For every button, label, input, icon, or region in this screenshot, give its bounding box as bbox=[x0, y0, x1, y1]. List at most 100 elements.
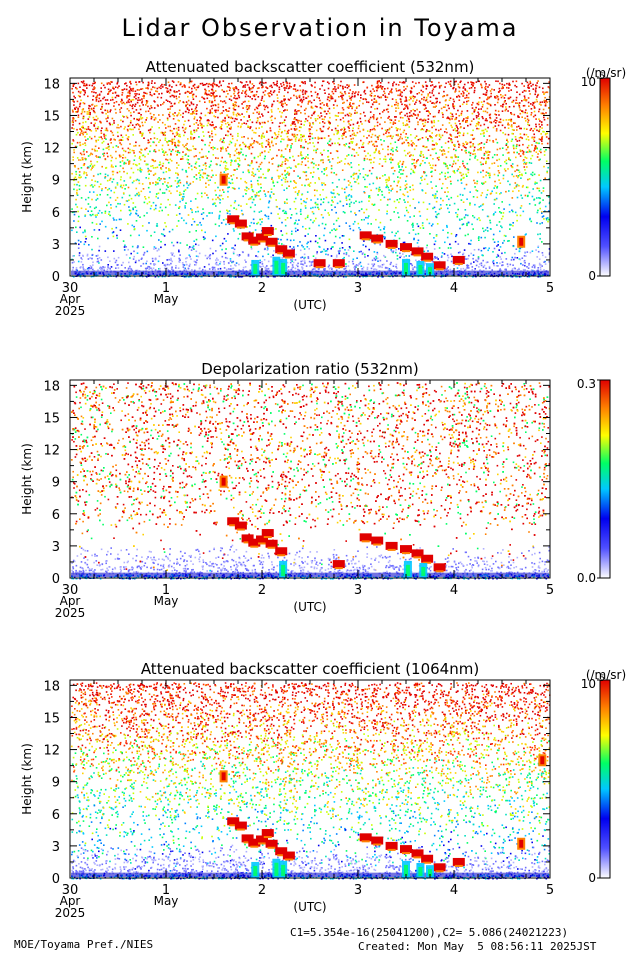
cloud-mark bbox=[234, 821, 247, 830]
noise-field bbox=[71, 382, 551, 578]
colorbar-min-label: 0 bbox=[588, 871, 596, 885]
cloud-edge-mark bbox=[229, 222, 238, 225]
cloud-mark bbox=[248, 838, 261, 847]
aloft-core-mark bbox=[221, 477, 226, 486]
cloud-mark bbox=[433, 563, 446, 572]
y-tick-label: 0 bbox=[52, 270, 60, 285]
cloud-mark bbox=[421, 252, 434, 261]
x-tick-label: 5 bbox=[546, 883, 554, 898]
precip-core-mark bbox=[428, 869, 432, 876]
cloud-mark bbox=[400, 845, 412, 854]
cloud-edge-mark bbox=[229, 824, 238, 827]
colorbar-max-exponent: -5 bbox=[596, 674, 605, 684]
cloud-edge-mark bbox=[243, 541, 252, 544]
cloud-mark bbox=[371, 836, 384, 845]
y-tick-label: 12 bbox=[43, 444, 60, 459]
x-tick-label: 1 bbox=[162, 883, 170, 898]
precip-core-mark bbox=[404, 864, 408, 876]
cloud-mark bbox=[241, 834, 254, 843]
cloud-edge-mark bbox=[387, 848, 396, 851]
panel-title: Attenuated backscatter coefficient (1064… bbox=[141, 660, 479, 678]
y-tick-label: 15 bbox=[43, 411, 60, 426]
y-axis-label: Height (km) bbox=[20, 141, 34, 212]
x-tick-label: 2 bbox=[258, 883, 266, 898]
x-tick-label: 3 bbox=[354, 883, 362, 898]
noise-field bbox=[71, 80, 551, 276]
cloud-edge-mark bbox=[413, 254, 422, 257]
cloud-edge-mark bbox=[413, 856, 422, 859]
colorbar: 0.3 0.0 bbox=[577, 377, 611, 585]
y-tick-label: 18 bbox=[43, 379, 60, 394]
colorbar-max-label: 10 bbox=[581, 75, 596, 89]
panel-title: Depolarization ratio (532nm) bbox=[201, 360, 419, 378]
cloud-mark bbox=[385, 841, 398, 850]
cloud-mark bbox=[371, 536, 384, 545]
cloud-mark bbox=[248, 236, 261, 245]
cloud-mark bbox=[433, 863, 446, 872]
year-label: 2025 bbox=[55, 304, 86, 318]
cloud-mark bbox=[452, 857, 465, 866]
x-tick-label: 3 bbox=[354, 583, 362, 598]
cloud-edge-mark bbox=[243, 841, 252, 844]
y-tick-label: 18 bbox=[43, 77, 60, 92]
cloud-edge-mark bbox=[267, 546, 276, 549]
cloud-mark bbox=[265, 237, 278, 246]
x-tick-label: 1 bbox=[162, 583, 170, 598]
cloud-edge-mark bbox=[334, 567, 343, 570]
cloud-edge-mark bbox=[263, 536, 272, 539]
aloft-core-mark bbox=[519, 237, 524, 246]
cloud-edge-mark bbox=[236, 226, 245, 229]
cloud-mark bbox=[261, 227, 274, 236]
precip-core-mark bbox=[281, 864, 286, 876]
x-tick-label: 30 bbox=[62, 281, 79, 296]
calibration-constants: C1=5.354e-16(25041200),C2= 5.086(2402122… bbox=[290, 926, 569, 939]
cloud-edge-mark bbox=[267, 846, 276, 849]
x-tick-label: 1 bbox=[162, 281, 170, 296]
cloud-mark bbox=[359, 533, 372, 542]
panel-title: Attenuated backscatter coefficient (532n… bbox=[146, 58, 475, 76]
y-tick-label: 6 bbox=[52, 808, 60, 823]
y-tick-label: 6 bbox=[52, 206, 60, 221]
cloud-edge-mark bbox=[361, 238, 370, 241]
cloud-mark bbox=[359, 231, 372, 240]
cloud-mark bbox=[452, 255, 465, 264]
cloud-mark bbox=[275, 547, 288, 556]
x-sublabel: May bbox=[154, 292, 179, 306]
y-tick-label: 12 bbox=[43, 142, 60, 157]
cloud-mark bbox=[227, 517, 240, 526]
cloud-edge-mark bbox=[361, 540, 370, 543]
cloud-edge-mark bbox=[258, 842, 266, 845]
cloud-edge-mark bbox=[454, 262, 463, 265]
cloud-mark bbox=[371, 234, 384, 243]
figure-title: Lidar Observation in Toyama bbox=[121, 14, 519, 42]
cloud-edge-mark bbox=[387, 548, 396, 551]
cloud-mark bbox=[241, 534, 254, 543]
precip-core-mark bbox=[418, 867, 423, 876]
cloud-edge-mark bbox=[423, 861, 432, 864]
cloud-edge-mark bbox=[243, 239, 252, 242]
y-tick-label: 3 bbox=[52, 238, 60, 253]
precip-core-mark bbox=[405, 564, 410, 576]
x-axis-label: (UTC) bbox=[293, 900, 326, 914]
aloft-core-mark bbox=[221, 772, 226, 781]
y-axis-label: Height (km) bbox=[20, 743, 34, 814]
plot-frame bbox=[69, 77, 551, 277]
cloud-edge-mark bbox=[315, 266, 324, 269]
cloud-mark bbox=[411, 549, 424, 558]
cloud-mark bbox=[275, 245, 288, 254]
y-tick-label: 9 bbox=[52, 174, 60, 189]
cloud-mark bbox=[241, 232, 254, 241]
x-tick-label: 5 bbox=[546, 583, 554, 598]
x-tick-label: 4 bbox=[450, 883, 458, 898]
cloud-edge-mark bbox=[334, 266, 343, 269]
cloud-edge-mark bbox=[435, 268, 444, 271]
x-tick-label: 4 bbox=[450, 281, 458, 296]
cloud-edge-mark bbox=[277, 554, 286, 557]
cloud-edge-mark bbox=[250, 845, 259, 848]
cloud-mark bbox=[421, 554, 434, 563]
y-tick-label: 15 bbox=[43, 109, 60, 124]
cloud-edge-mark bbox=[423, 259, 432, 262]
